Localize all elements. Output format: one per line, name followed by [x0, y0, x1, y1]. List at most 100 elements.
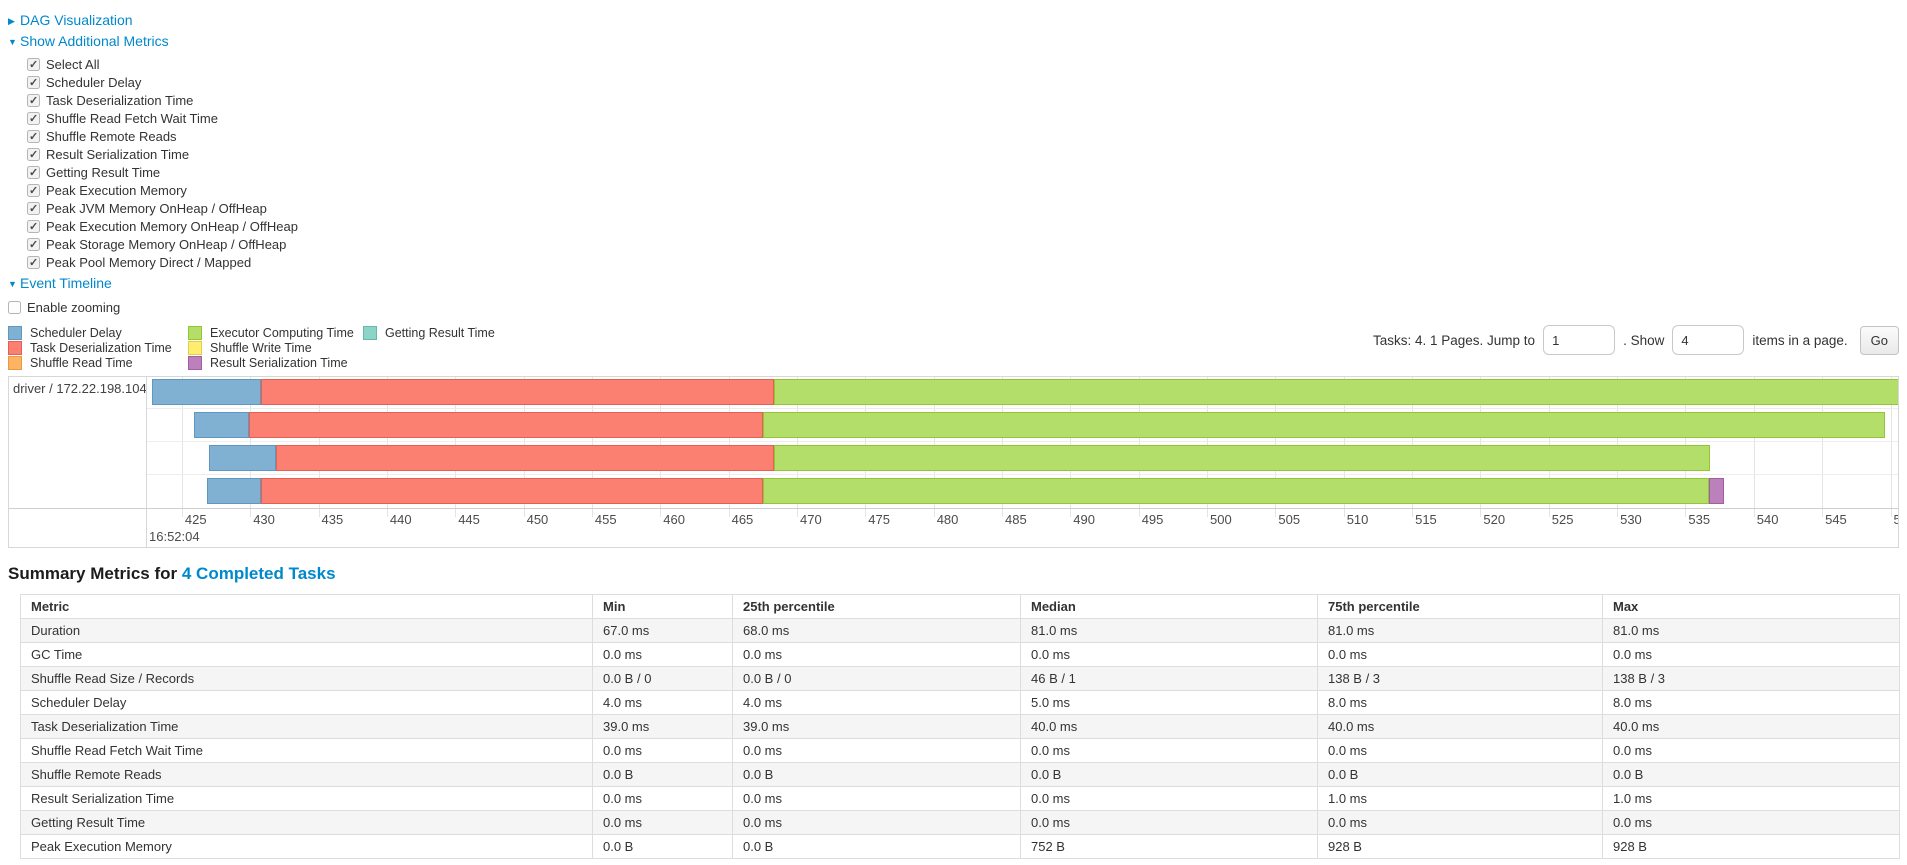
metric-option-row: Select All — [27, 55, 1899, 73]
axis-tick-label: 505 — [1278, 512, 1301, 527]
metric-option-row: Peak Storage Memory OnHeap / OffHeap — [27, 235, 1899, 253]
task-deserialization-swatch-icon — [8, 340, 22, 355]
show-additional-metrics-toggle[interactable]: ▼ Show Additional Metrics — [8, 34, 1899, 50]
page-size-input[interactable] — [1672, 325, 1745, 355]
task-deserialization-bar-segment[interactable] — [261, 478, 763, 504]
metric-checkbox[interactable] — [27, 57, 40, 71]
legend-item-label: Result Serialization Time — [210, 355, 348, 370]
metric-option-label: Select All — [46, 56, 100, 72]
additional-metrics-list: Select All Scheduler Delay Task Deserializ… — [8, 55, 1899, 271]
metric-option-row: Shuffle Remote Reads — [27, 127, 1899, 145]
axis-gridline — [250, 377, 252, 508]
metric-checkbox[interactable] — [27, 165, 40, 179]
axis-gridline — [1890, 377, 1892, 508]
legend-column: Getting Result Time — [363, 325, 495, 370]
metric-name-cell: GC Time — [20, 642, 593, 667]
axis-tick — [1685, 509, 1687, 517]
show-additional-metrics-link[interactable]: Show Additional Metrics — [20, 33, 169, 49]
metric-checkbox[interactable] — [27, 237, 40, 251]
scheduler-delay-bar-segment[interactable] — [209, 445, 277, 471]
metric-checkbox[interactable] — [27, 201, 40, 215]
legend-item: Shuffle Read Time — [8, 355, 188, 370]
legend-item-label: Shuffle Write Time — [210, 340, 312, 355]
table-column-header: 25th percentile — [732, 594, 1021, 619]
summary-title-text: Summary Metrics for — [8, 564, 178, 583]
jump-to-page-input[interactable] — [1543, 325, 1616, 355]
table-header-row: Metric Min 25th percentile Median 75th perce… — [20, 594, 1900, 619]
metric-value-cell: 0.0 ms — [592, 810, 733, 835]
table-row: Shuffle Read Size / Records 0.0 B / 0 0.0 … — [20, 666, 1900, 691]
metric-value-cell: 81.0 ms — [1020, 618, 1318, 643]
axis-tick-label: 465 — [731, 512, 754, 527]
legend-and-pagination-row: Scheduler Delay Task Deserialization Time… — [8, 325, 1899, 370]
task-deserialization-bar-segment[interactable] — [261, 379, 774, 405]
metric-checkbox[interactable] — [27, 183, 40, 197]
result-serialization-swatch-icon — [188, 355, 202, 370]
executor-computing-bar-segment[interactable] — [773, 379, 1898, 405]
scheduler-delay-bar-segment[interactable] — [151, 379, 262, 405]
metric-option-label: Peak Pool Memory Direct / Mapped — [46, 254, 252, 270]
axis-tick — [386, 509, 388, 517]
axis-gridline — [1822, 377, 1824, 508]
metric-name-cell: Scheduler Delay — [20, 690, 593, 715]
axis-gridline — [1275, 377, 1277, 508]
metric-checkbox[interactable] — [27, 219, 40, 233]
axis-gridline — [1412, 377, 1414, 508]
legend-item: Result Serialization Time — [188, 355, 363, 370]
executor-computing-bar-segment[interactable] — [762, 478, 1709, 504]
axis-tick — [1070, 509, 1072, 517]
metric-option-label: Peak Execution Memory — [46, 182, 187, 198]
table-column-header: Median — [1020, 594, 1318, 619]
dag-visualization-toggle[interactable]: ▶ DAG Visualization — [8, 13, 1899, 29]
row-gridline — [147, 441, 1898, 442]
result-serialization-bar-segment[interactable] — [1708, 478, 1724, 504]
table-column-header: Max — [1602, 594, 1900, 619]
enable-zooming-row: Enable zooming — [8, 300, 1899, 315]
metric-value-cell: 0.0 ms — [1317, 810, 1603, 835]
axis-tick-label: 550 — [1894, 512, 1899, 527]
task-deserialization-bar-segment[interactable] — [276, 445, 774, 471]
axis-tick — [1617, 509, 1619, 517]
event-timeline-link[interactable]: Event Timeline — [20, 275, 112, 291]
metric-checkbox[interactable] — [27, 93, 40, 107]
go-button[interactable]: Go — [1859, 325, 1899, 355]
axis-tick — [1480, 509, 1482, 517]
metric-value-cell: 8.0 ms — [1602, 690, 1900, 715]
metric-checkbox[interactable] — [27, 129, 40, 143]
legend-item-label: Getting Result Time — [385, 325, 495, 340]
metric-value-cell: 0.0 B — [1020, 762, 1318, 787]
table-row: Scheduler Delay 4.0 ms 4.0 ms 5.0 ms 8.0 ms 8… — [20, 690, 1900, 715]
axis-tick — [591, 509, 593, 517]
enable-zooming-checkbox[interactable] — [8, 301, 21, 314]
metric-checkbox[interactable] — [27, 111, 40, 125]
legend-item: Getting Result Time — [363, 325, 495, 340]
metric-checkbox[interactable] — [27, 147, 40, 161]
row-gridline — [147, 474, 1898, 475]
metric-value-cell: 0.0 ms — [1020, 738, 1318, 763]
table-column-header: 75th percentile — [1317, 594, 1603, 619]
expanded-arrow-icon: ▼ — [8, 279, 17, 289]
axis-tick — [1822, 509, 1824, 517]
completed-tasks-link[interactable]: 4 Completed Tasks — [181, 564, 336, 583]
axis-tick-label: 520 — [1483, 512, 1506, 527]
table-column-header: Min — [592, 594, 733, 619]
metric-checkbox[interactable] — [27, 75, 40, 89]
axis-gridline — [591, 377, 593, 508]
scheduler-delay-bar-segment[interactable] — [206, 478, 262, 504]
metric-value-cell: 0.0 ms — [1020, 786, 1318, 811]
scheduler-delay-bar-segment[interactable] — [194, 412, 249, 438]
metric-value-cell: 39.0 ms — [592, 714, 733, 739]
axis-tick-label: 425 — [184, 512, 207, 527]
metric-option-row: Getting Result Time — [27, 163, 1899, 181]
task-deserialization-bar-segment[interactable] — [248, 412, 763, 438]
dag-visualization-link[interactable]: DAG Visualization — [20, 12, 133, 28]
executor-computing-bar-segment[interactable] — [762, 412, 1885, 438]
metric-value-cell: 0.0 ms — [1317, 738, 1603, 763]
executor-computing-bar-segment[interactable] — [773, 445, 1710, 471]
metric-checkbox[interactable] — [27, 255, 40, 269]
metric-value-cell: 8.0 ms — [1317, 690, 1603, 715]
axis-gridline — [1002, 377, 1003, 508]
metric-option-row: Peak Pool Memory Direct / Mapped — [27, 253, 1899, 271]
metric-value-cell: 0.0 B — [592, 834, 733, 859]
event-timeline-toggle[interactable]: ▼ Event Timeline — [8, 276, 1899, 292]
